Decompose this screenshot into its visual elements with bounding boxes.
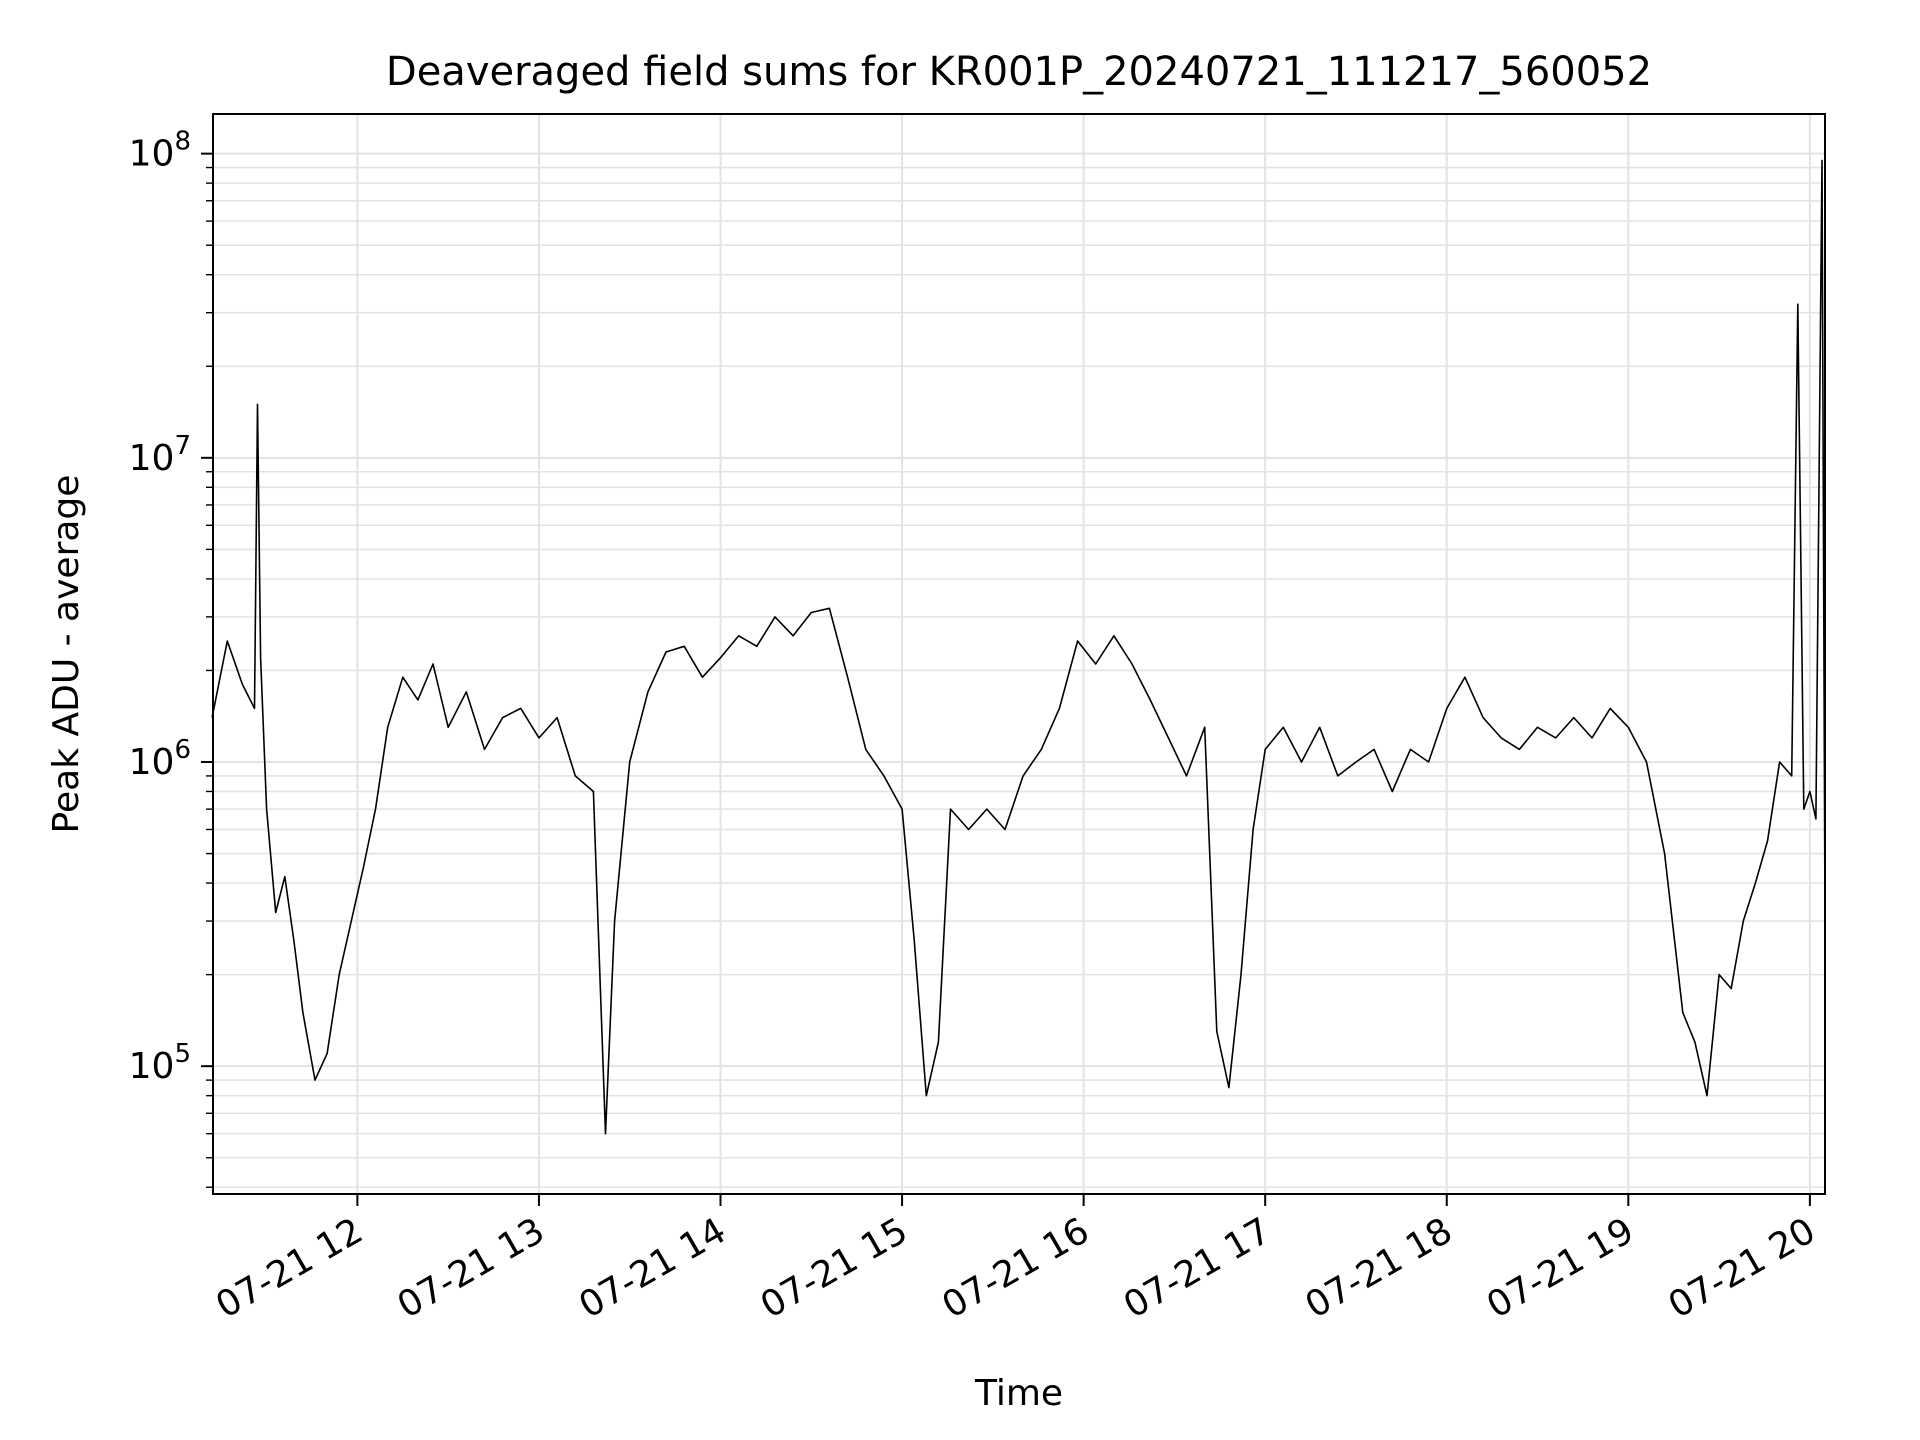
x-axis-label: Time (974, 1373, 1063, 1414)
chart-title: Deaveraged field sums for KR001P_2024072… (386, 49, 1652, 95)
y-tick-label: 106 (129, 735, 191, 783)
plot-frame (212, 113, 1826, 1195)
y-tick-label: 105 (129, 1039, 191, 1087)
y-tick-label: 108 (129, 127, 191, 175)
series-line (211, 159, 1826, 1135)
y-axis: 105 106 107 108 (129, 127, 213, 1188)
grid (213, 114, 1825, 1194)
series-layer (211, 159, 1826, 1135)
y-tick-label: 107 (129, 431, 191, 479)
y-axis-label: Peak ADU - average (46, 475, 87, 834)
